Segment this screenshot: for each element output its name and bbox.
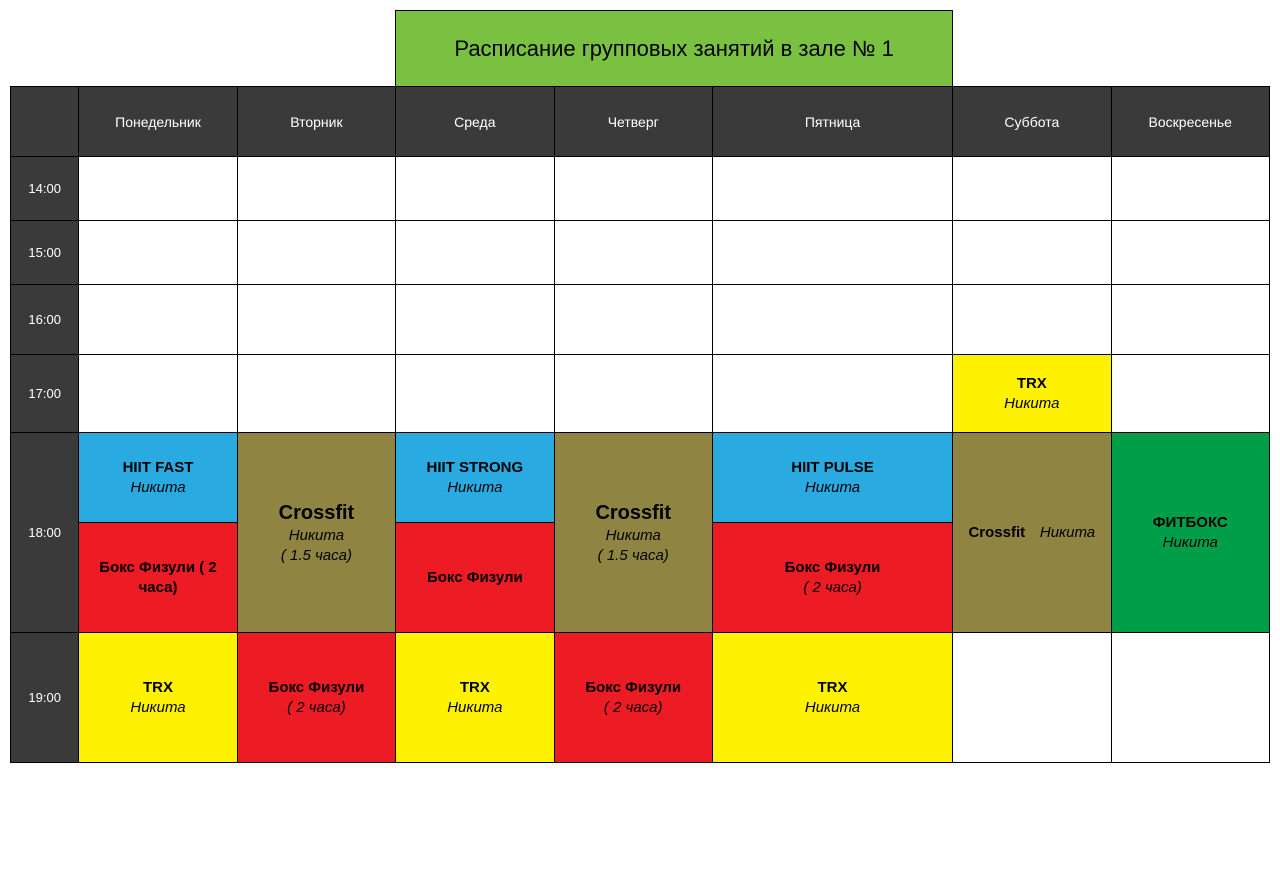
cell-mon-19: TRXНикита	[79, 633, 237, 763]
cell-thu-19: Бокс Физули( 2 часа)	[554, 633, 712, 763]
cell-wed-17	[396, 355, 554, 433]
header-sat: Суббота	[953, 87, 1111, 157]
cell-sat-14	[953, 157, 1111, 221]
cell-tue-16	[237, 285, 395, 355]
schedule-table: Расписание групповых занятий в зале № 1 …	[10, 10, 1270, 763]
cell-fri-17	[712, 355, 952, 433]
cell-thu-18: CrossfitНикита( 1.5 часа)	[554, 433, 712, 633]
cell-wed-19: TRXНикита	[396, 633, 554, 763]
cell-thu-16	[554, 285, 712, 355]
time-1700: 17:00	[11, 355, 79, 433]
cell-fri-18a: HIIT PULSEНикита	[712, 433, 952, 523]
time-1900: 19:00	[11, 633, 79, 763]
title-spacer	[11, 11, 396, 87]
cell-thu-14	[554, 157, 712, 221]
cell-sat-19	[953, 633, 1111, 763]
cell-sun-19	[1111, 633, 1269, 763]
header-blank	[11, 87, 79, 157]
title-spacer-right	[953, 11, 1270, 87]
cell-mon-17	[79, 355, 237, 433]
header-mon: Понедельник	[79, 87, 237, 157]
cell-mon-16	[79, 285, 237, 355]
cell-wed-15	[396, 221, 554, 285]
time-1800: 18:00	[11, 433, 79, 633]
cell-wed-14	[396, 157, 554, 221]
header-thu: Четверг	[554, 87, 712, 157]
cell-sat-15	[953, 221, 1111, 285]
cell-sun-15	[1111, 221, 1269, 285]
cell-tue-17	[237, 355, 395, 433]
cell-mon-15	[79, 221, 237, 285]
cell-thu-17	[554, 355, 712, 433]
cell-wed-18a: HIIT STRONGНикита	[396, 433, 554, 523]
cell-sat-18: CrossfitНикита	[953, 433, 1111, 633]
cell-tue-19: Бокс Физули( 2 часа)	[237, 633, 395, 763]
cell-tue-14	[237, 157, 395, 221]
cell-wed-18b: Бокс Физули	[396, 523, 554, 633]
time-1400: 14:00	[11, 157, 79, 221]
cell-tue-15	[237, 221, 395, 285]
header-sun: Воскресенье	[1111, 87, 1269, 157]
cell-mon-18a: HIIT FASTНикита	[79, 433, 237, 523]
cell-sat-16	[953, 285, 1111, 355]
cell-sun-18: ФИТБОКСНикита	[1111, 433, 1269, 633]
cell-mon-18b: Бокс Физули ( 2 часа)	[79, 523, 237, 633]
cell-wed-16	[396, 285, 554, 355]
cell-thu-15	[554, 221, 712, 285]
cell-fri-15	[712, 221, 952, 285]
cell-sun-17	[1111, 355, 1269, 433]
time-1500: 15:00	[11, 221, 79, 285]
cell-fri-19: TRXНикита	[712, 633, 952, 763]
cell-sun-14	[1111, 157, 1269, 221]
cell-fri-14	[712, 157, 952, 221]
cell-tue-18: CrossfitНикита( 1.5 часа)	[237, 433, 395, 633]
cell-fri-16	[712, 285, 952, 355]
cell-sat-17: TRXНикита	[953, 355, 1111, 433]
header-wed: Среда	[396, 87, 554, 157]
schedule-title: Расписание групповых занятий в зале № 1	[396, 11, 953, 87]
cell-sun-16	[1111, 285, 1269, 355]
header-tue: Вторник	[237, 87, 395, 157]
cell-mon-14	[79, 157, 237, 221]
time-1600: 16:00	[11, 285, 79, 355]
header-fri: Пятница	[712, 87, 952, 157]
cell-fri-18b: Бокс Физули( 2 часа)	[712, 523, 952, 633]
